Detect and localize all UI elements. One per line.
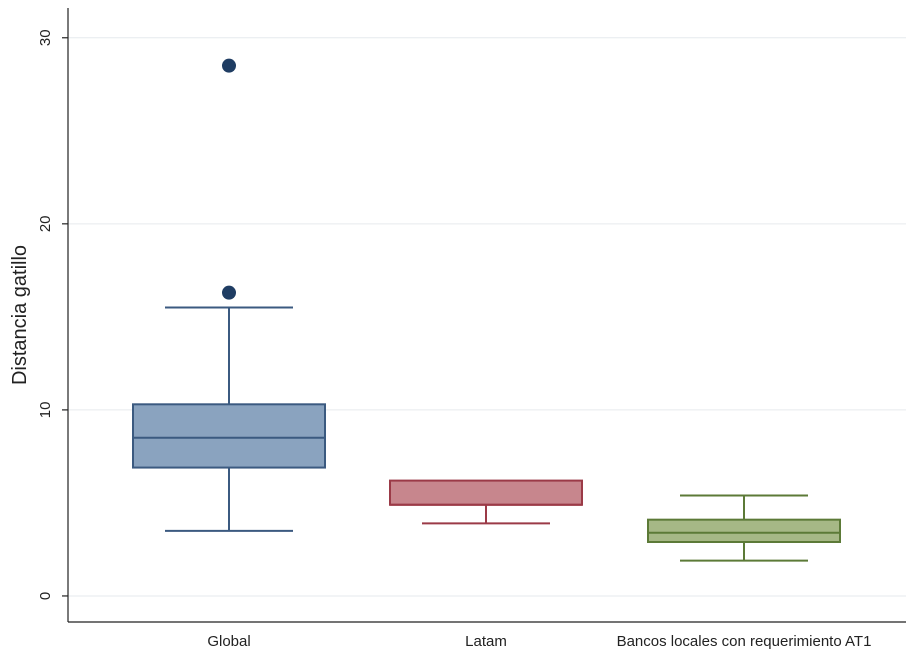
box-group bbox=[647, 494, 841, 562]
category-label: Global bbox=[207, 633, 250, 650]
boxes bbox=[132, 58, 841, 562]
y-tick-label: 20 bbox=[37, 215, 54, 232]
outlier-point bbox=[222, 58, 236, 73]
y-ticks: 0 10 20 30 bbox=[37, 29, 68, 600]
y-tick-label: 0 bbox=[37, 592, 54, 600]
iqr-box bbox=[132, 403, 326, 469]
y-tick-label: 30 bbox=[37, 29, 54, 46]
iqr-box bbox=[647, 518, 841, 543]
y-axis-title: Distancia gatillo bbox=[9, 245, 31, 385]
category-label: Bancos locales con requerimiento AT1 bbox=[617, 633, 872, 650]
iqr-box bbox=[389, 479, 583, 506]
y-tick-label: 10 bbox=[37, 402, 54, 419]
axes bbox=[67, 8, 906, 623]
outlier-point bbox=[222, 285, 236, 300]
category-label: Latam bbox=[465, 633, 507, 650]
box-group bbox=[389, 479, 583, 525]
box-group bbox=[132, 58, 326, 532]
category-labels: Global Latam Bancos locales con requerimie… bbox=[207, 633, 871, 650]
